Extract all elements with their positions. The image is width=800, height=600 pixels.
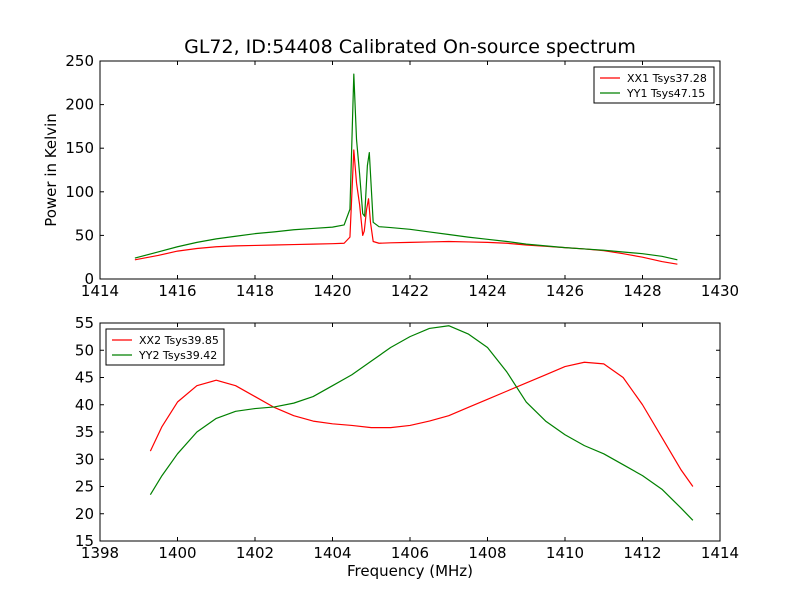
top-plot-panel: 1414 1416 1418 1420 1422 1424 1426 1428 1430 0 50 1… [42,52,739,300]
y-tick-label: 0 [84,270,94,288]
legend-box [593,66,715,104]
x-tick-label: 1414 [701,544,739,562]
x-axis-label: Frequency (MHz) [347,562,473,580]
x-tick-label: 1414 [81,282,119,300]
y-tick-label: 55 [75,314,94,332]
legend-entry-label: XX2 Tsys39.85 [139,334,219,347]
x-tick-label: 1430 [701,282,739,300]
y-tick-label: 45 [75,369,94,387]
series-line-2-2 [149,325,694,521]
x-tick-label: 1422 [391,282,429,300]
x-tick-label: 1424 [468,282,506,300]
y-tick-label: 50 [75,226,94,244]
x-tick-label: 1400 [158,544,196,562]
y-tick-label: 40 [75,396,94,414]
legend: XX1 Tsys37.28 YY1 Tsys47.15 [593,66,715,104]
series-line-1-2 [134,73,678,261]
x-tick-label: 1428 [623,282,661,300]
legend-entry-label: YY2 Tsys39.42 [138,349,217,362]
x-tick-label: 1410 [546,544,584,562]
y-tick-label: 15 [75,532,94,550]
x-tick-label: 1404 [313,544,351,562]
legend-box [105,328,225,366]
y-tick-label: 20 [75,505,94,523]
x-tick-label: 1412 [623,544,661,562]
legend-entry-label: XX1 Tsys37.28 [627,72,707,85]
y-tick-label: 250 [65,52,94,70]
x-tick-label: 1420 [313,282,351,300]
y-tick-label: 50 [75,341,94,359]
y-tick-label: 30 [75,450,94,468]
y-tick-label: 35 [75,423,94,441]
y-tick-label: 100 [65,183,94,201]
x-tick-label: 1418 [236,282,274,300]
x-tick-label: 1416 [158,282,196,300]
y-tick-label: 150 [65,139,94,157]
x-tick-label: 1408 [468,544,506,562]
x-tick-label: 1402 [236,544,274,562]
x-tick-label: 1398 [81,544,119,562]
y-tick-label: 25 [75,478,94,496]
x-tick-label: 1426 [546,282,584,300]
legend: XX2 Tsys39.85 YY2 Tsys39.42 [105,328,225,366]
figure-title: GL72, ID:54408 Calibrated On-source spec… [184,36,636,58]
x-tick-label: 1406 [391,544,429,562]
y-tick-label: 200 [65,96,94,114]
series-line-2-1 [149,361,694,487]
legend-entry-label: YY1 Tsys47.15 [626,87,705,100]
bottom-plot-panel: 1398 1400 1402 1404 1406 1408 1410 1412 1414 15 20… [75,314,739,580]
y-axis-label: Power in Kelvin [42,113,60,227]
